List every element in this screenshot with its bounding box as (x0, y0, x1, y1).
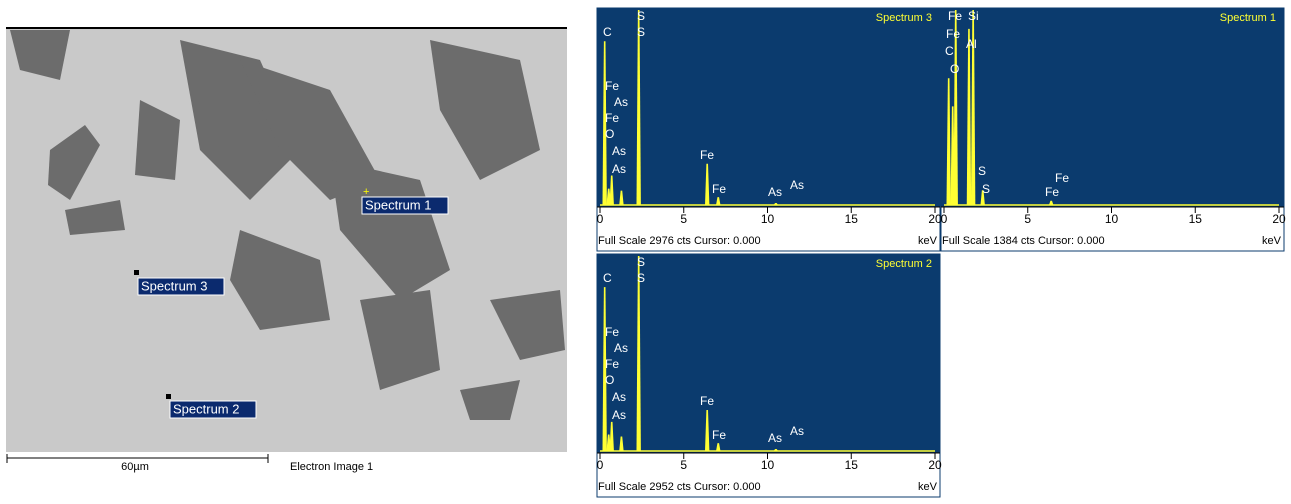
element-label: O (605, 127, 614, 141)
peak (966, 28, 972, 205)
element-label: As (614, 341, 628, 355)
element-label: As (790, 178, 804, 192)
element-label: S (982, 182, 990, 196)
element-label: As (612, 390, 626, 404)
x-tick-label: 10 (761, 458, 775, 472)
x-tick-label: 0 (597, 458, 604, 472)
element-label: S (637, 9, 645, 23)
element-label: Fe (946, 27, 960, 41)
x-tick-label: 10 (1105, 212, 1119, 226)
x-tick-label: 20 (928, 212, 942, 226)
element-label: Al (966, 37, 977, 51)
element-label: As (612, 144, 626, 158)
plot-area (597, 254, 940, 453)
element-label: Fe (605, 111, 619, 125)
peak (716, 197, 721, 205)
x-tick-label: 15 (845, 458, 859, 472)
element-label: Fe (605, 357, 619, 371)
spectrum-marker: Spectrum 2 (166, 394, 257, 419)
unit-label: keV (1262, 235, 1282, 247)
marker-label: Spectrum 2 (173, 401, 239, 416)
image-texture (10, 30, 565, 420)
element-label: C (945, 44, 954, 58)
peak (946, 78, 951, 205)
element-label: As (790, 424, 804, 438)
peak (705, 410, 710, 451)
spectrum-title: Spectrum 2 (876, 258, 932, 270)
element-label: Fe (1045, 185, 1059, 199)
element-label: As (612, 162, 626, 176)
element-label: S (978, 164, 986, 178)
unit-label: keV (918, 481, 938, 493)
element-label: O (950, 62, 959, 76)
peak (602, 287, 607, 451)
marker-label: Spectrum 1 (365, 197, 431, 212)
spectrum-marker: Spectrum 3 (134, 270, 225, 296)
x-tick-label: 0 (941, 212, 948, 226)
element-label: O (605, 373, 614, 387)
peak (953, 10, 958, 205)
spectrum-title: Spectrum 1 (1220, 12, 1276, 24)
element-label: S (637, 271, 645, 285)
peak (636, 10, 641, 205)
element-label: Si (968, 9, 979, 23)
peak (602, 41, 607, 206)
peak (1049, 200, 1054, 205)
electron-image: + Spectrum 1 Spectrum 3 Spectrum 2 60µm … (6, 27, 567, 473)
x-tick-label: 20 (1272, 212, 1286, 226)
spectrum-panel: 0 5 10 15 20 C SS Fe As Fe O As As Fe Fe As As Spectrum 2… (596, 253, 942, 498)
element-label: As (612, 408, 626, 422)
x-tick-label: 5 (680, 212, 687, 226)
element-label: Fe (605, 325, 619, 339)
element-label: As (768, 185, 782, 199)
peak (716, 443, 721, 451)
spectrum-panel: 0 5 10 15 20 C SS Fe As Fe O As As Fe Fe As As Spectrum 3… (596, 7, 942, 252)
footer: Full Scale 1384 cts Cursor: 0.000 (942, 235, 1105, 247)
marker-label: Spectrum 3 (141, 278, 207, 293)
x-tick-label: 0 (597, 212, 604, 226)
element-label: C (603, 25, 612, 39)
image-caption: Electron Image 1 (290, 461, 373, 473)
footer: Full Scale 2976 cts Cursor: 0.000 (598, 235, 761, 247)
footer: Full Scale 2952 cts Cursor: 0.000 (598, 481, 761, 493)
element-label: Fe (700, 148, 714, 162)
x-tick-label: 5 (1024, 212, 1031, 226)
scale-bar (6, 454, 269, 463)
peak (705, 163, 710, 205)
element-label: Fe (948, 9, 962, 23)
unit-label: keV (918, 235, 938, 247)
spectrum-title: Spectrum 3 (876, 12, 932, 24)
marker-cross: + (363, 186, 369, 198)
element-label: S (637, 255, 645, 269)
peak (636, 256, 641, 451)
x-tick-label: 15 (1189, 212, 1203, 226)
plot-area (597, 8, 940, 207)
element-label: C (603, 271, 612, 285)
x-tick-label: 15 (845, 212, 859, 226)
peak (619, 190, 624, 205)
x-tick-label: 10 (761, 212, 775, 226)
scale-bar-label: 60µm (121, 461, 149, 473)
x-tick-label: 20 (928, 458, 942, 472)
spectrum-marker: + Spectrum 1 (361, 186, 449, 215)
element-label: Fe (605, 79, 619, 93)
element-label: As (768, 431, 782, 445)
element-label: Fe (700, 394, 714, 408)
plot-area (941, 8, 1284, 207)
element-label: Fe (712, 182, 726, 196)
element-label: Fe (712, 428, 726, 442)
peak (609, 175, 614, 205)
element-label: Fe (1055, 171, 1069, 185)
peak (970, 10, 976, 205)
element-label: As (614, 95, 628, 109)
x-tick-label: 5 (680, 458, 687, 472)
peak (609, 421, 614, 451)
element-label: S (637, 25, 645, 39)
peak (980, 190, 985, 205)
peak (619, 436, 624, 451)
